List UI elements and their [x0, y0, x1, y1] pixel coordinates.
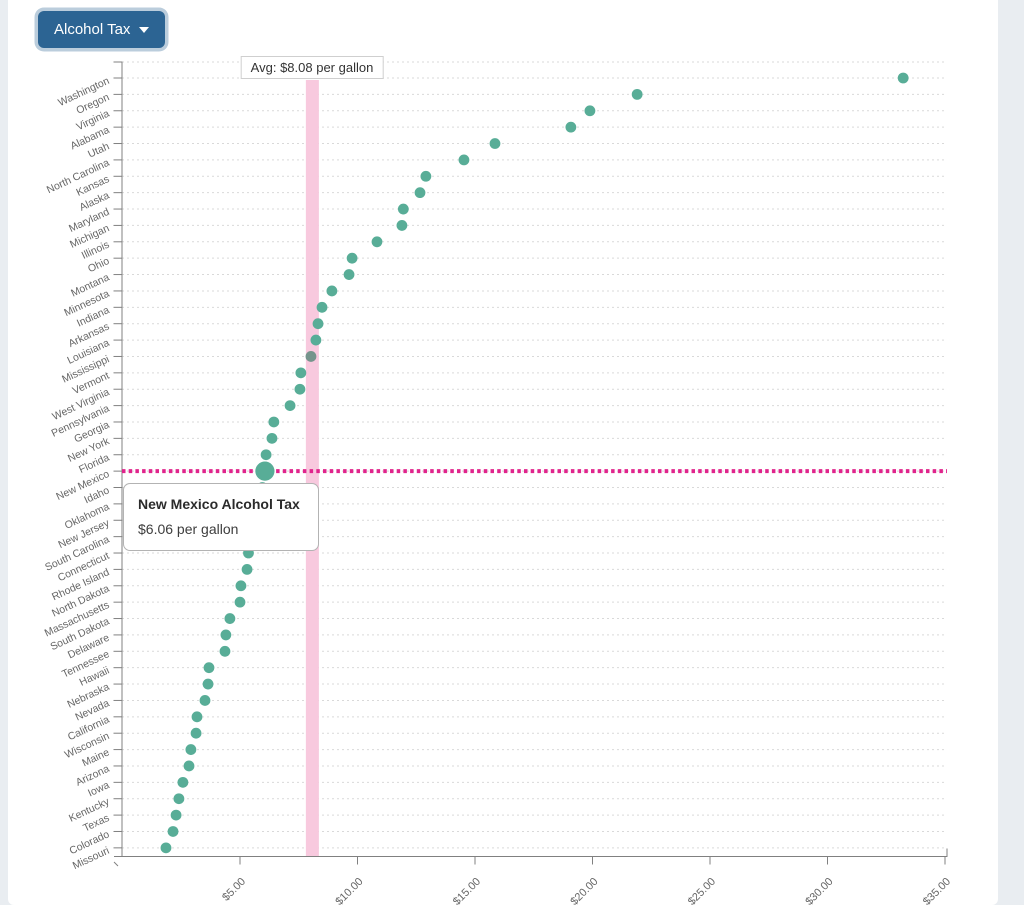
axis-origin-mark	[113, 861, 119, 867]
data-point[interactable]	[316, 301, 328, 313]
data-point[interactable]	[160, 842, 172, 854]
x-axis-line	[114, 848, 948, 857]
x-tick-label: $30.00	[803, 876, 835, 905]
data-point[interactable]	[173, 793, 185, 805]
data-point[interactable]	[631, 88, 643, 100]
data-point[interactable]	[326, 285, 338, 297]
y-axis-line	[113, 61, 123, 857]
data-point[interactable]	[266, 432, 278, 444]
average-annotation-label: Avg: $8.08 per gallon	[250, 60, 374, 75]
data-point[interactable]	[396, 220, 408, 231]
data-point[interactable]	[414, 187, 426, 199]
data-point[interactable]	[346, 252, 358, 264]
x-tick-label: $25.00	[686, 876, 718, 905]
data-point[interactable]	[584, 105, 596, 117]
data-point[interactable]	[305, 351, 317, 362]
data-point[interactable]	[268, 416, 280, 428]
data-point[interactable]	[371, 236, 383, 248]
data-point[interactable]	[183, 760, 195, 772]
data-point[interactable]	[191, 711, 203, 723]
data-point[interactable]	[167, 826, 179, 837]
data-point[interactable]	[295, 367, 307, 379]
x-tick-label: $20.00	[568, 876, 600, 905]
data-point[interactable]	[420, 170, 432, 182]
data-point[interactable]	[565, 121, 577, 133]
caret-down-icon	[139, 26, 150, 33]
data-point[interactable]	[489, 138, 501, 149]
data-point-highlighted[interactable]	[255, 461, 275, 481]
data-point[interactable]	[170, 809, 182, 821]
data-point[interactable]	[203, 662, 215, 674]
data-point[interactable]	[177, 776, 189, 788]
data-point[interactable]	[312, 318, 324, 330]
data-point[interactable]	[190, 727, 202, 739]
metric-dropdown-button[interactable]: Alcohol Tax	[38, 11, 166, 48]
data-point[interactable]	[199, 695, 211, 706]
chart-card	[8, 0, 998, 905]
data-point[interactable]	[310, 334, 322, 346]
data-point[interactable]	[343, 269, 355, 280]
data-point[interactable]	[185, 744, 197, 755]
tooltip-value: $6.06 per gallon	[138, 521, 239, 537]
x-tick-label: $35.00	[921, 876, 953, 905]
data-point[interactable]	[241, 564, 253, 575]
data-point[interactable]	[397, 203, 409, 215]
average-band	[305, 80, 319, 857]
tooltip: New Mexico Alcohol Tax $6.06 per gallon	[123, 483, 319, 551]
average-annotation: Avg: $8.08 per gallon	[240, 56, 384, 79]
metric-dropdown-label: Alcohol Tax	[54, 21, 131, 38]
data-point[interactable]	[202, 678, 214, 690]
x-tick-label: $15.00	[451, 876, 483, 905]
data-point[interactable]	[234, 596, 246, 608]
data-point[interactable]	[458, 154, 470, 166]
data-point[interactable]	[260, 449, 272, 461]
x-tick-label: $10.00	[333, 876, 365, 905]
data-point[interactable]	[220, 629, 232, 641]
data-point[interactable]	[235, 580, 247, 592]
data-point[interactable]	[897, 72, 909, 84]
data-point[interactable]	[294, 383, 306, 395]
data-point[interactable]	[284, 400, 296, 411]
data-point[interactable]	[224, 613, 236, 624]
x-tick-label: $5.00	[220, 876, 248, 904]
data-point[interactable]	[219, 645, 231, 657]
tooltip-title: New Mexico Alcohol Tax	[138, 496, 300, 512]
